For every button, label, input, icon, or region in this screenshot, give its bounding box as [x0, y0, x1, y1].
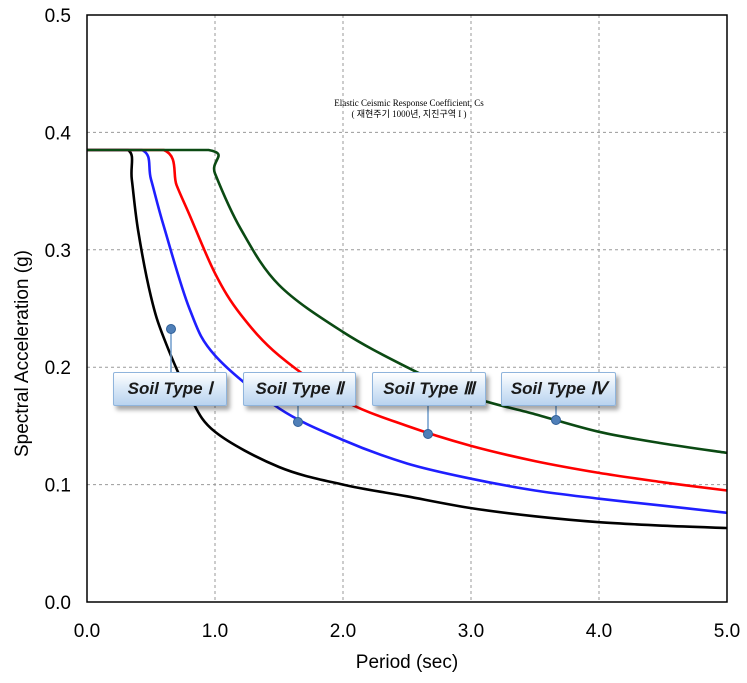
- y-tick-label: 0.5: [45, 6, 71, 27]
- x-tick-label: 4.0: [586, 621, 612, 642]
- y-axis-label: Spectral Acceleration (g): [12, 250, 33, 457]
- y-tick-label: 0.1: [45, 476, 71, 497]
- callout-label: Soil Type Ⅱ: [255, 379, 344, 398]
- callout-label: Soil Type Ⅰ: [127, 379, 213, 398]
- callout-soil-type-4: Soil Type Ⅳ: [501, 372, 616, 406]
- y-tick-label: 0.4: [45, 123, 72, 144]
- series-lines: [87, 148, 728, 530]
- callout-pointer-dot: [551, 415, 561, 425]
- x-axis-label: Period (sec): [356, 652, 458, 673]
- x-tick-label: 1.0: [202, 621, 228, 642]
- x-tick-label: 5.0: [714, 621, 740, 642]
- plot-frame: [86, 14, 728, 603]
- callout-label: Soil Type Ⅲ: [383, 379, 475, 398]
- chart-subtitle: ( 재현주기 1000년, 지진구역 I ): [351, 109, 466, 119]
- x-tick-label: 3.0: [458, 621, 484, 642]
- series-line-soil-type-4: [87, 148, 728, 455]
- callout-soil-type-1: Soil Type Ⅰ: [113, 372, 227, 406]
- callout-pointers: [166, 324, 561, 439]
- y-tick-label: 0.3: [45, 241, 71, 262]
- y-tick-label: 0.0: [45, 593, 71, 614]
- series-line-soil-type-2: [87, 148, 728, 515]
- callout-pointer-dot: [293, 417, 303, 427]
- callout-soil-type-3: Soil Type Ⅲ: [372, 372, 486, 406]
- callout-label: Soil Type Ⅳ: [510, 379, 607, 398]
- series-line-soil-type-1: [87, 148, 728, 530]
- chart-title: Elastic Ceismic Response Coefficient, Cs: [334, 98, 484, 108]
- y-tick-labels: 0.0 0.1 0.2 0.3 0.4 0.5: [45, 6, 72, 614]
- callout-pointer-dot: [423, 429, 433, 439]
- x-tick-label: 0.0: [74, 621, 100, 642]
- x-tick-label: 2.0: [330, 621, 356, 642]
- x-tick-labels: 0.0 1.0 2.0 3.0 4.0 5.0: [74, 621, 740, 642]
- callout-soil-type-2: Soil Type Ⅱ: [243, 372, 356, 406]
- callout-pointer-dot: [166, 324, 176, 334]
- y-tick-label: 0.2: [45, 358, 71, 379]
